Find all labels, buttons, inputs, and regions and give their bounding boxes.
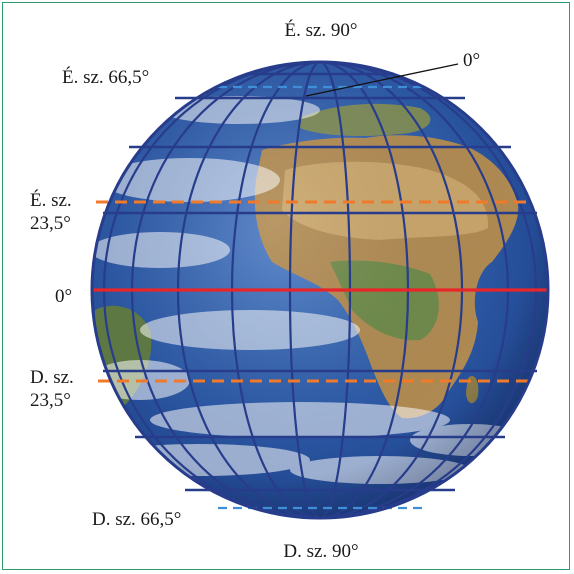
label-south-antarctic-circle: D. sz. 66,5° [92, 509, 182, 530]
parallels [103, 72, 537, 492]
label-south-pole: D. sz. 90° [283, 541, 359, 562]
label-north-tropic-1: É. sz. [30, 190, 72, 211]
globe-outline [90, 60, 550, 520]
label-south-tropic-2: 23,5° [30, 390, 71, 411]
label-north-tropic-2: 23,5° [30, 213, 71, 234]
figure-frame [2, 2, 570, 570]
label-equator: 0° [55, 286, 73, 307]
prime-meridian-leader [305, 63, 459, 97]
label-north-arctic-circle: É. sz. 66,5° [62, 67, 150, 88]
label-prime-meridian: 0° [463, 50, 481, 71]
label-south-tropic-1: D. sz. [30, 367, 74, 388]
label-north-pole: É. sz. 90° [284, 20, 358, 41]
